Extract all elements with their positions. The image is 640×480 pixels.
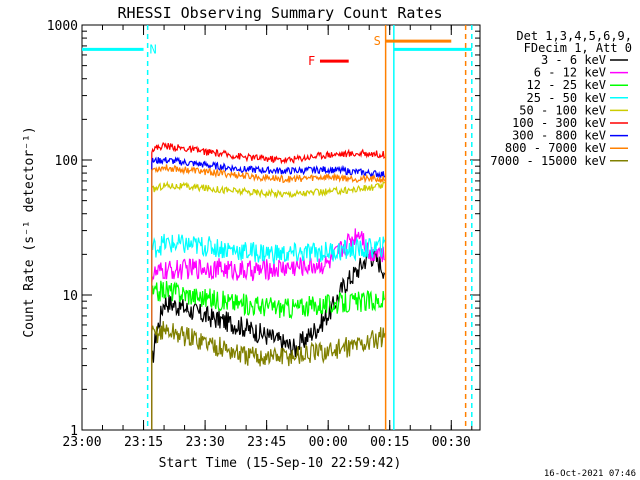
y-tick-label: 1 [70, 424, 78, 439]
series-line-5 [151, 141, 386, 430]
legend-label: 300 - 800 keV [512, 129, 606, 143]
plot-frame [81, 24, 481, 431]
legend-label: 100 - 300 keV [512, 116, 606, 130]
series-line-7 [151, 164, 386, 430]
legend-label: 50 - 100 keV [519, 103, 606, 117]
legend-label: 3 - 6 keV [541, 53, 606, 67]
y-axis-label: Count Rate (s⁻¹ detector⁻¹) [22, 126, 37, 337]
legend-label: 25 - 50 keV [527, 91, 606, 105]
annotation-label-n: N [150, 42, 157, 56]
footer-date: 16-Oct-2021 07:46 [544, 469, 636, 479]
x-tick-label: 23:45 [247, 435, 286, 450]
x-tick-label: 23:15 [124, 435, 163, 450]
series-line-2 [151, 280, 386, 430]
series-line-3 [151, 233, 386, 430]
legend-label: 800 - 7000 keV [505, 141, 606, 155]
y-tick-label: 10 [62, 289, 78, 304]
legend-header-decimation: FDecim 1, Att 0 [524, 41, 632, 55]
series-line-4 [151, 180, 386, 430]
chart-title: RHESSI Observing Summary Count Rates [117, 4, 442, 22]
y-tick-label: 1000 [47, 19, 78, 34]
series-line-0 [151, 250, 386, 430]
legend-label: 6 - 12 keV [534, 66, 606, 80]
x-tick-label: 23:30 [186, 435, 225, 450]
annotation-label-f: F [308, 54, 315, 68]
annotation-label-s: S [374, 34, 381, 48]
series-line-6 [151, 156, 386, 430]
legend-label: 12 - 25 keV [527, 78, 606, 92]
x-tick-label: 23:00 [62, 435, 101, 450]
x-axis-label: Start Time (15-Sep-10 22:59:42) [159, 456, 402, 471]
x-tick-label: 00:30 [432, 435, 471, 450]
y-tick-label: 100 [55, 154, 78, 169]
legend-header-detectors: Det 1,3,4,5,6,9, [516, 29, 632, 43]
series-line-8 [151, 321, 386, 430]
x-tick-label: 00:00 [309, 435, 348, 450]
x-tick-label: 00:15 [370, 435, 409, 450]
legend-label: 7000 - 15000 keV [490, 154, 606, 168]
